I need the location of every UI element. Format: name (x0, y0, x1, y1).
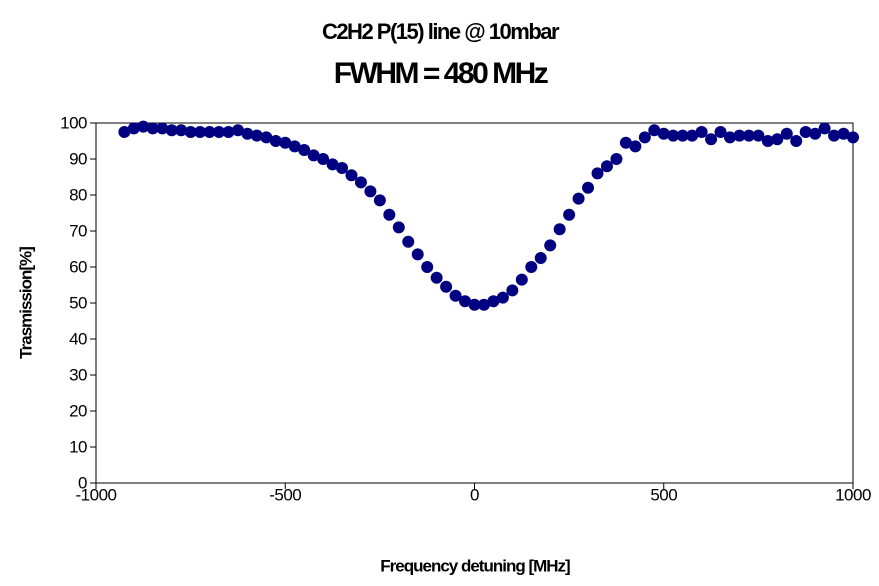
data-point (828, 129, 841, 142)
data-point (156, 122, 169, 135)
data-point (496, 291, 509, 304)
x-tick-label: -500 (269, 485, 301, 504)
data-point (430, 271, 443, 284)
data-point (771, 133, 784, 146)
data-point (288, 140, 301, 153)
data-point (449, 289, 462, 302)
data-point (714, 126, 727, 138)
y-tick-label: 50 (69, 293, 87, 312)
data-point (477, 298, 490, 311)
data-point (345, 169, 358, 182)
y-tick-label: 100 (60, 113, 87, 132)
data-point (402, 235, 415, 248)
data-point (629, 140, 642, 153)
data-point (572, 192, 585, 205)
y-tick-label: 30 (69, 365, 87, 384)
data-point (799, 126, 812, 138)
data-point (619, 136, 632, 149)
y-axis-title: Trasmission[%] (16, 247, 35, 359)
data-point (459, 295, 472, 308)
data-point (231, 124, 244, 137)
data-point (818, 122, 831, 135)
y-tick-label: 40 (69, 329, 87, 348)
data-point (146, 122, 159, 135)
data-point (317, 153, 330, 165)
data-point (638, 131, 651, 144)
data-point (203, 126, 216, 138)
x-tick-label: -1000 (76, 485, 117, 504)
data-point (648, 124, 661, 137)
data-point (544, 239, 557, 252)
data-point (336, 162, 349, 174)
data-point (657, 127, 670, 140)
data-point (213, 126, 226, 138)
y-tick-label: 70 (69, 221, 87, 240)
data-point (733, 129, 746, 142)
data-point (250, 129, 263, 142)
data-point (591, 167, 604, 180)
data-point (723, 131, 736, 144)
data-point (440, 280, 453, 293)
data-point (260, 131, 273, 144)
data-point (790, 135, 803, 147)
data-point (279, 136, 292, 149)
data-point (515, 273, 528, 286)
data-point (553, 223, 566, 236)
data-point (127, 122, 140, 135)
data-point (269, 135, 282, 147)
data-point (809, 127, 822, 140)
y-tick-label: 80 (69, 185, 87, 204)
data-point (354, 176, 367, 189)
x-tick-label: 1000 (835, 485, 871, 504)
data-point (487, 295, 500, 308)
data-point (563, 208, 576, 221)
data-point (780, 127, 793, 140)
x-tick-label: 0 (470, 485, 479, 504)
y-tick-label: 90 (69, 149, 87, 168)
data-point (392, 221, 405, 234)
data-point (667, 129, 680, 142)
data-point (705, 133, 718, 146)
data-point (742, 129, 755, 142)
data-point (383, 208, 396, 221)
data-point (364, 185, 377, 198)
data-point (184, 126, 197, 138)
data-point (307, 149, 320, 162)
data-point (411, 248, 424, 261)
data-point (137, 120, 150, 133)
data-point (326, 158, 339, 171)
x-tick-label: 500 (650, 485, 677, 504)
data-point (837, 127, 850, 140)
y-tick-label: 60 (69, 257, 87, 276)
data-point (241, 127, 254, 140)
data-point (194, 126, 207, 138)
data-point (222, 126, 235, 138)
data-point (600, 160, 613, 173)
data-point (468, 298, 481, 311)
data-point (421, 261, 434, 273)
data-point (525, 261, 538, 273)
data-point (165, 124, 178, 137)
data-point (298, 144, 311, 156)
data-point (847, 131, 859, 144)
data-point (761, 135, 774, 147)
data-point (506, 284, 519, 297)
data-point (534, 252, 547, 264)
data-point (695, 126, 708, 138)
data-point (582, 181, 595, 194)
data-point (175, 124, 188, 137)
y-tick-label: 10 (69, 437, 87, 456)
data-point (610, 153, 623, 165)
y-tick-label: 20 (69, 401, 87, 420)
y-tick-label: 0 (78, 473, 87, 492)
data-point (752, 129, 765, 142)
data-point (373, 194, 386, 207)
data-point (118, 126, 131, 138)
chart-subtitle: FWHM = 480 MHz (334, 57, 548, 90)
chart-title: C2H2 P(15) line @ 10mbar (322, 19, 560, 44)
data-point (686, 129, 699, 142)
data-point (676, 129, 689, 142)
x-axis-title: Frequency detuning [MHz] (380, 556, 570, 575)
